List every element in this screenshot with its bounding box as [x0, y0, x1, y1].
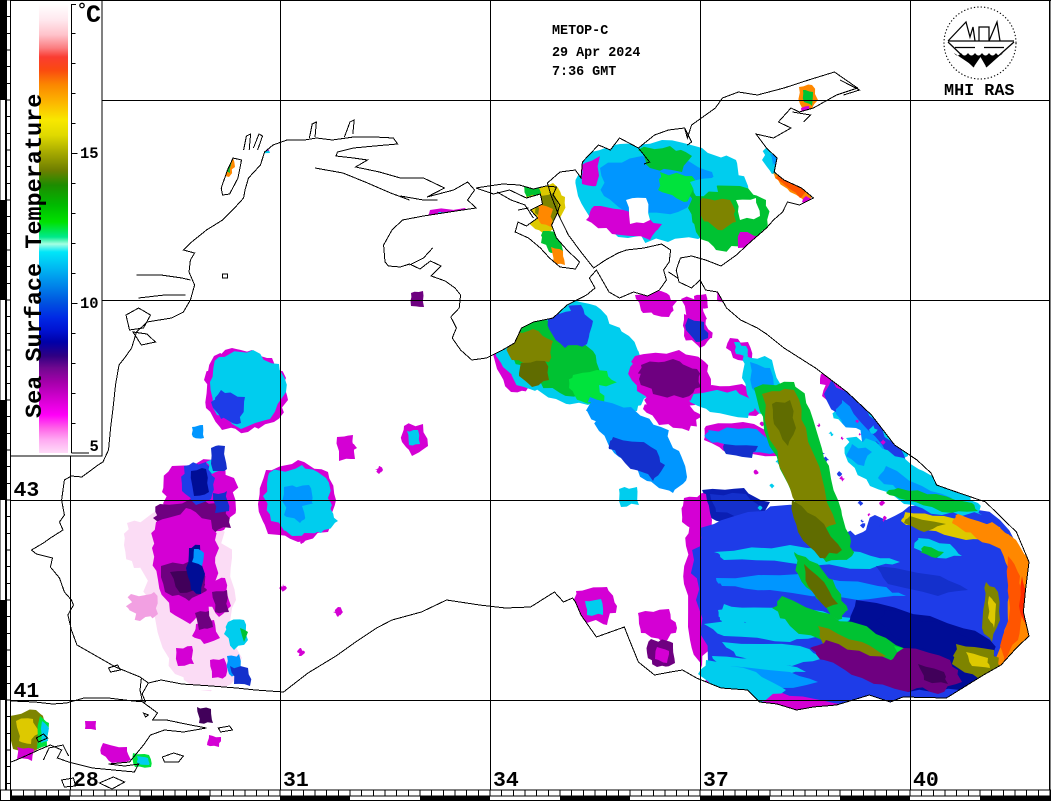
svg-text:43: 43: [14, 479, 40, 503]
svg-text:34: 34: [493, 769, 519, 793]
svg-text:28: 28: [73, 769, 99, 793]
svg-text:29 Apr 2024: 29 Apr 2024: [552, 46, 640, 61]
svg-text:MHI RAS: MHI RAS: [944, 82, 1015, 101]
svg-text:C: C: [86, 1, 101, 30]
svg-text:37: 37: [703, 769, 729, 793]
svg-text:15: 15: [80, 145, 99, 163]
svg-text:31: 31: [283, 769, 309, 793]
svg-text:5: 5: [90, 438, 99, 456]
svg-text:10: 10: [80, 295, 99, 313]
svg-text:41: 41: [14, 680, 40, 704]
svg-text:METOP-C: METOP-C: [552, 24, 608, 39]
svg-text:Sea Surface Temperature: Sea Surface Temperature: [22, 94, 49, 418]
svg-text:7:36 GMT: 7:36 GMT: [552, 65, 616, 80]
svg-text:40: 40: [913, 769, 939, 793]
